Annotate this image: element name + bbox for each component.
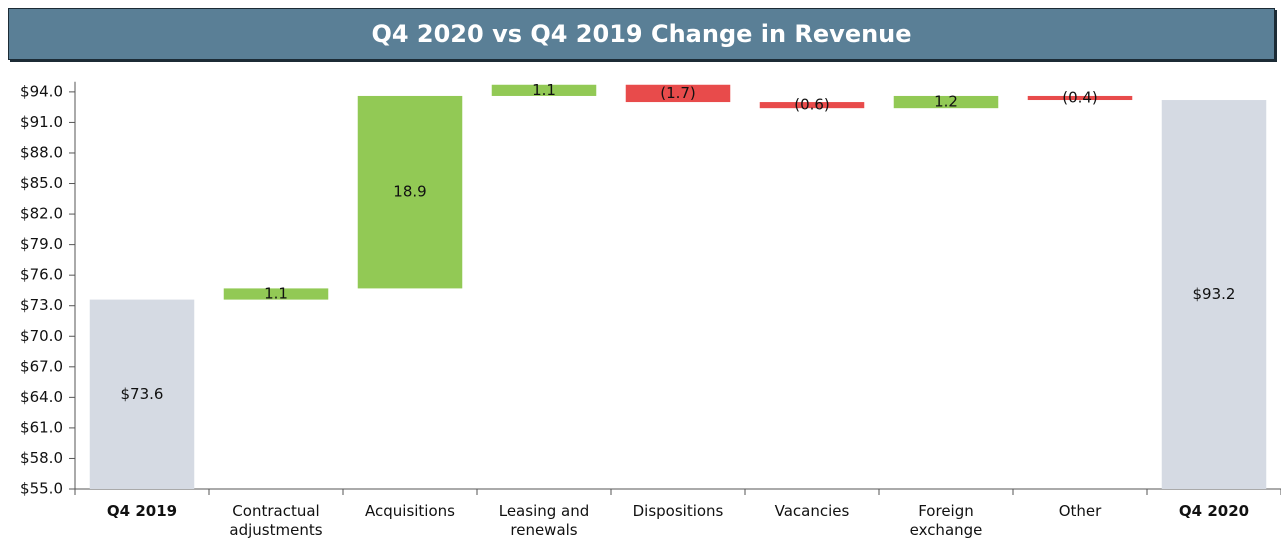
bar: [89, 299, 195, 489]
bar: [491, 84, 597, 96]
bar: [1027, 95, 1133, 101]
bar: [223, 288, 329, 300]
chart-title: Q4 2020 vs Q4 2019 Change in Revenue: [8, 8, 1275, 60]
y-tick-label: $61.0: [20, 418, 63, 436]
bar: [357, 95, 463, 289]
y-tick-label: $79.0: [20, 235, 63, 253]
y-tick-label: $55.0: [20, 480, 63, 498]
bar: [893, 95, 999, 109]
data-label: $73.6: [121, 385, 164, 403]
data-label: $93.2: [1193, 285, 1236, 303]
y-tick-label: $67.0: [20, 357, 63, 375]
x-tick-label: Acquisitions: [365, 502, 455, 520]
x-tick-label: Leasing and renewals: [498, 502, 590, 539]
data-label: (1.7): [660, 84, 696, 102]
bar: [1161, 100, 1267, 489]
x-tick-label: Dispositions: [632, 502, 724, 520]
x-tick-label: Vacancies: [774, 502, 850, 520]
y-tick-label: $88.0: [20, 143, 63, 161]
y-tick-label: $64.0: [20, 388, 63, 406]
data-label: (0.6): [794, 96, 830, 114]
bar: [759, 102, 865, 109]
data-label: 1.1: [264, 285, 288, 303]
x-tick-label: Q4 2020: [1178, 502, 1250, 520]
y-tick-label: $73.0: [20, 296, 63, 314]
y-tick-label: $58.0: [20, 449, 63, 467]
y-tick-label: $76.0: [20, 266, 63, 284]
y-tick-label: $82.0: [20, 205, 63, 223]
data-label: 1.1: [532, 81, 556, 99]
x-tick-label: Foreign exchange: [909, 502, 983, 539]
data-label: 18.9: [393, 183, 426, 201]
x-tick-label: Other: [1058, 502, 1102, 520]
data-label: 1.2: [934, 93, 958, 111]
y-tick-label: $85.0: [20, 174, 63, 192]
x-tick-label: Q4 2019: [106, 502, 178, 520]
x-tick-label: Contractual adjustments: [229, 502, 323, 539]
y-tick-label: $94.0: [20, 82, 63, 100]
y-tick-label: $91.0: [20, 113, 63, 131]
data-label: (0.4): [1062, 88, 1098, 106]
bar: [625, 84, 731, 103]
y-tick-label: $70.0: [20, 327, 63, 345]
